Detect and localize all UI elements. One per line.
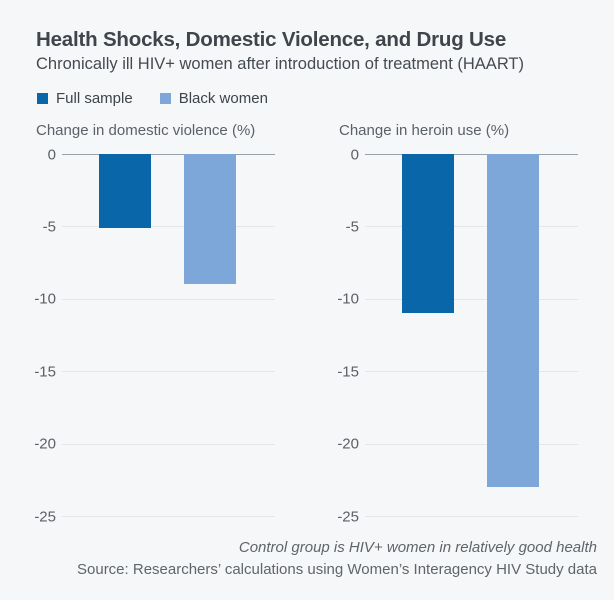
y-tick-label: -25: [337, 508, 359, 525]
y-tick-label: -10: [34, 290, 56, 308]
zero-gridline: 0: [351, 146, 578, 163]
control-group-note: Control group is HIV+ women in relativel…: [238, 539, 597, 556]
gridline: -5: [43, 218, 275, 235]
y-tick-label: -5: [345, 218, 359, 236]
bar-black-women: [487, 154, 539, 488]
gridline: -10: [34, 291, 275, 308]
plot-area-heroin-use: 0 -5 -10 -15 -20 -25: [337, 146, 578, 525]
gridline: -15: [337, 363, 578, 380]
page-title: Health Shocks, Domestic Violence, and Dr…: [36, 28, 507, 51]
y-tick-label: -10: [337, 290, 359, 308]
source-line: Source: Researchers’ calculations using …: [77, 561, 597, 578]
y-tick-label: -15: [34, 363, 56, 381]
bar-full-sample: [402, 154, 454, 314]
bar-full-sample: [99, 154, 151, 228]
legend-item-full-sample: Full sample: [37, 90, 133, 107]
gridline: -15: [34, 363, 275, 380]
legend-label-full-sample: Full sample: [56, 90, 133, 107]
gridline: -5: [346, 218, 578, 235]
zero-gridline: 0: [48, 146, 275, 163]
gridline: -20: [337, 436, 578, 453]
chart-heroin-use: Change in heroin use (%) 0 -5 -10 -15 -20 -25: [337, 122, 578, 525]
y-tick-label: -25: [34, 508, 56, 525]
legend: Full sample Black women: [37, 90, 268, 107]
legend-item-black-women: Black women: [159, 90, 268, 107]
legend-swatch-full-sample: [37, 93, 48, 104]
y-tick-label: 0: [350, 146, 359, 163]
y-tick-label: -5: [42, 218, 56, 236]
y-tick-label: -20: [337, 435, 359, 453]
gridline: -25: [337, 508, 578, 525]
page-subtitle: Chronically ill HIV+ women after introdu…: [36, 55, 525, 73]
plot-area-domestic-violence: 0 -5 -10 -15 -20 -25: [34, 146, 275, 525]
chart-domestic-violence: Change in domestic violence (%) 0 -5 -10 -1…: [34, 122, 275, 525]
gridline: -10: [337, 291, 578, 308]
bar-black-women: [184, 154, 236, 285]
legend-label-black-women: Black women: [178, 90, 268, 107]
y-tick-label: -15: [337, 363, 359, 381]
y-tick-label: 0: [47, 146, 56, 163]
axis-title-heroin-use: Change in heroin use (%): [339, 122, 510, 139]
footer: Control group is HIV+ women in relativel…: [77, 537, 597, 581]
gridline: -25: [34, 508, 275, 525]
gridline: -20: [34, 436, 275, 453]
y-tick-label: -20: [34, 435, 56, 453]
axis-title-domestic-violence: Change in domestic violence (%): [36, 122, 256, 139]
legend-swatch-black-women: [159, 93, 171, 104]
